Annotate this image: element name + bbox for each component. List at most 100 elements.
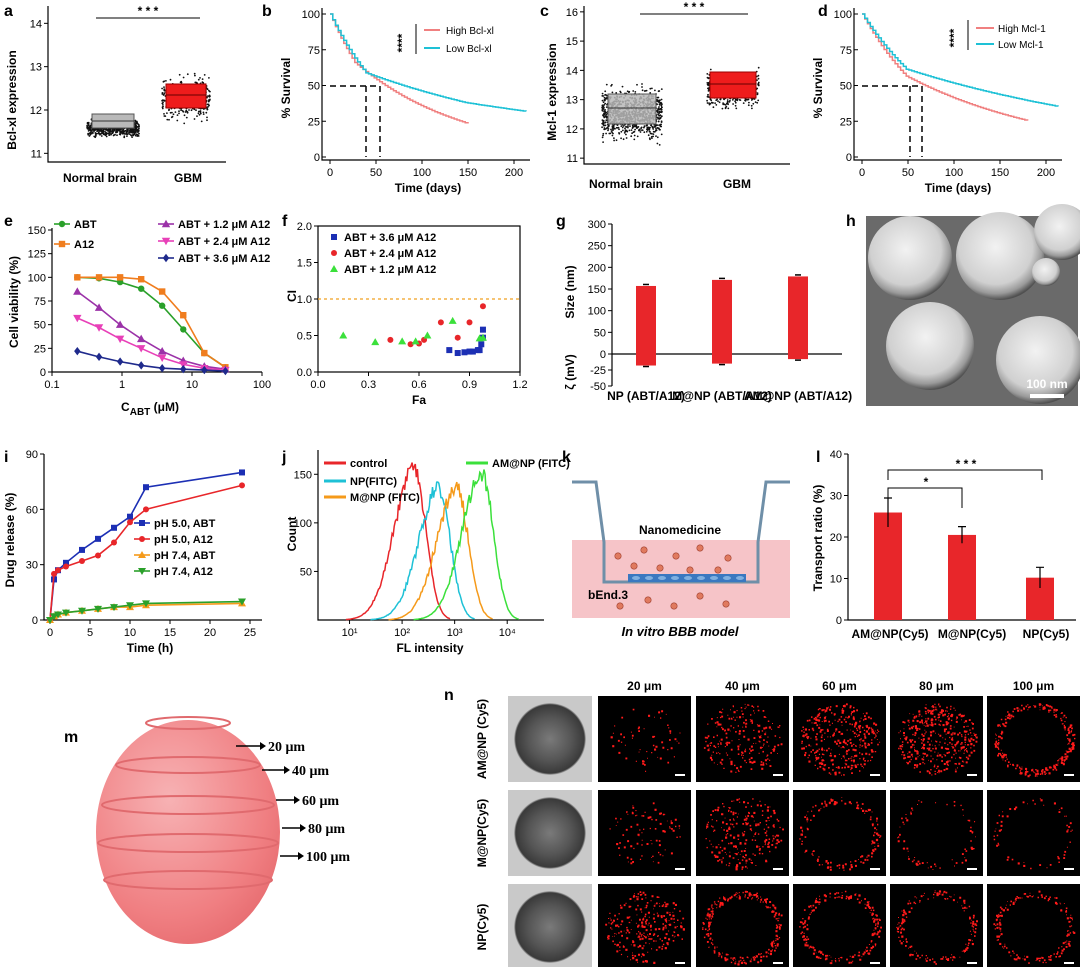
data-point — [122, 129, 124, 132]
data-point — [87, 124, 90, 127]
data-point — [194, 81, 197, 84]
data-marker — [398, 337, 407, 345]
data-point — [607, 127, 610, 130]
data-point — [206, 96, 208, 99]
panel-i-x-tick-label: 0 — [47, 627, 53, 639]
panel-c-y-tick-label: 15 — [566, 36, 578, 48]
endothelial-cell — [697, 576, 705, 580]
nanoparticle — [616, 602, 624, 610]
data-point — [630, 129, 633, 132]
data-point — [625, 137, 628, 139]
data-marker — [115, 320, 125, 328]
data-point — [655, 129, 658, 132]
data-point — [715, 104, 718, 106]
panel-e-y-tick-label: 0 — [40, 367, 46, 379]
panel-k-letter: k — [562, 449, 571, 466]
zeta-bar — [636, 354, 656, 366]
data-point — [110, 130, 112, 133]
data-point — [89, 132, 92, 135]
panel-i-legend-label: pH 7.4, A12 — [154, 566, 213, 578]
confocal-image — [793, 696, 886, 782]
data-point — [638, 128, 641, 131]
data-point — [636, 135, 639, 138]
data-point — [756, 101, 759, 104]
data-marker — [331, 250, 337, 256]
panel-h: h 100 nm — [846, 204, 1080, 406]
panel-n-depth-label: 80 μm — [919, 679, 954, 693]
panel-n-row-label: AM@NP (Cy5) — [475, 699, 489, 779]
data-marker — [222, 366, 229, 376]
data-point — [199, 112, 202, 115]
data-marker — [201, 349, 208, 357]
data-point — [120, 131, 123, 134]
data-point — [660, 120, 663, 123]
tem-particle — [1034, 204, 1080, 260]
panel-n-letter: n — [444, 687, 454, 704]
cy5-signal — [605, 891, 685, 964]
size-bar — [712, 279, 732, 354]
data-point — [134, 129, 137, 132]
data-point — [183, 122, 186, 125]
data-point — [735, 107, 738, 110]
data-point — [171, 115, 174, 118]
panel-e-y-tick-label: 100 — [28, 272, 46, 284]
data-marker — [139, 536, 145, 542]
data-point — [661, 106, 663, 109]
data-marker — [63, 559, 69, 566]
panel-b: b % Survival 0 25 50 75 100 0 50 100 150 200 ****… — [262, 3, 530, 195]
transport-bar — [948, 534, 976, 620]
data-point — [194, 74, 196, 77]
data-point — [603, 110, 606, 112]
data-point — [104, 130, 106, 133]
tem-particle — [886, 302, 974, 390]
panel-e-y-tick-label: 125 — [28, 249, 46, 261]
data-point — [718, 101, 721, 104]
data-point — [172, 113, 175, 116]
data-point — [601, 109, 604, 111]
data-point — [604, 124, 607, 127]
data-marker — [179, 361, 188, 369]
confocal-image — [890, 790, 983, 876]
panel-l-y-tick-label: 0 — [836, 615, 842, 627]
confocal-image — [890, 884, 983, 967]
data-point — [636, 127, 639, 129]
data-marker — [63, 563, 69, 570]
panel-i-y-tick-label: 90 — [26, 449, 38, 461]
panel-e-legend-label: A12 — [74, 239, 94, 251]
data-point — [188, 109, 190, 111]
data-marker — [339, 331, 348, 339]
panel-f-y-tick-label: 0.0 — [297, 367, 312, 379]
data-marker — [448, 316, 457, 324]
panel-i-legend-label: pH 7.4, ABT — [154, 550, 216, 562]
panel-f-legend-label: ABT + 2.4 μM A12 — [344, 248, 436, 260]
panel-i-axes — [43, 454, 262, 621]
tem-scalebar-label: 100 nm — [1026, 377, 1067, 391]
data-point — [208, 94, 211, 97]
data-point — [136, 134, 139, 136]
panel-j-xlabel: FL intensity — [396, 641, 463, 655]
data-point — [625, 133, 627, 136]
data-point — [105, 135, 108, 138]
panel-l-letter: l — [816, 449, 820, 466]
data-point — [754, 101, 757, 103]
data-point — [640, 129, 642, 132]
data-point — [166, 118, 169, 121]
data-point — [724, 107, 727, 110]
spheroid-slice — [115, 756, 261, 774]
data-point — [603, 104, 606, 106]
data-point — [623, 132, 626, 134]
data-point — [719, 98, 722, 101]
data-marker — [136, 334, 146, 343]
data-point — [162, 101, 164, 104]
data-point — [105, 132, 108, 134]
panel-g-y-tick-label: -25 — [590, 365, 606, 377]
data-point — [658, 104, 661, 106]
confocal-image — [987, 790, 1080, 876]
data-point — [602, 132, 605, 135]
data-point — [608, 132, 611, 135]
panel-c-yticks: 11 12 13 14 15 16 — [566, 7, 584, 165]
data-point — [193, 118, 196, 120]
b-ticks-tick-label: 75 — [308, 45, 320, 57]
data-point — [163, 80, 166, 83]
panel-a-yticks: 11 12 13 14 — [30, 18, 48, 160]
